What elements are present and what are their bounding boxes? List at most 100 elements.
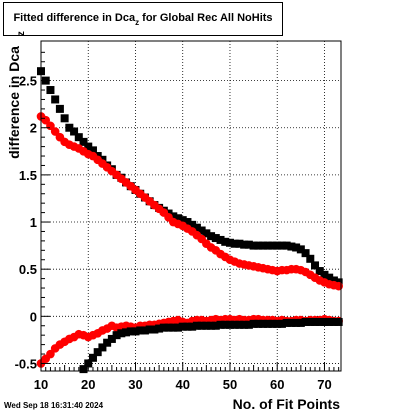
data-point [263,241,272,250]
data-point [311,317,320,326]
data-point [55,104,64,113]
data-point [74,133,83,142]
data-point [150,325,159,334]
data-point [244,320,253,329]
data-point [292,243,301,252]
data-point [273,241,282,250]
data-point [329,276,338,285]
data-point [60,114,69,123]
data-point [334,317,343,326]
data-point [155,324,164,333]
data-point [126,327,135,336]
data-point [88,353,97,362]
data-point [287,318,296,327]
data-point [306,254,315,263]
data-point [249,319,258,328]
data-point [287,242,296,251]
data-point [107,334,116,343]
data-point [188,220,197,229]
chart-title-main: Fitted difference in Dca [13,12,136,24]
data-point [296,245,305,254]
x-tick-label: 70 [317,377,331,392]
data-point [225,320,234,329]
data-point [277,319,286,328]
data-point [93,348,102,357]
data-point [277,241,286,250]
data-point [211,234,220,243]
x-tick-label: 10 [34,377,48,392]
data-point [117,329,126,338]
data-point [230,239,239,248]
y-tick-label: 2 [30,121,37,136]
data-point [254,319,263,328]
data-point [240,240,249,249]
data-point [46,86,55,95]
data-point [79,137,88,146]
data-point [140,326,149,335]
data-point [216,320,225,329]
series-0 [37,67,343,287]
data-point [216,235,225,244]
data-point [202,321,211,330]
data-point [320,317,329,326]
data-point [178,216,187,225]
data-point [164,323,173,332]
data-point [70,127,79,136]
data-point [259,319,268,328]
data-point [311,261,320,270]
data-point [178,322,187,331]
data-point [292,318,301,327]
data-point [145,325,154,334]
data-point [65,123,74,132]
data-point [301,317,310,326]
y-tick-label: 0.5 [19,262,37,277]
tick-labels: 10 20 30 40 50 60 70 -0.5 0 0.5 1 1.5 2 2.5 [15,74,332,392]
data-point [50,127,60,136]
data-point [174,214,183,223]
data-point [254,241,263,250]
data-point [46,349,55,359]
data-series [36,67,343,374]
data-point [296,318,305,327]
y-tick-label: 1 [30,215,37,230]
data-point [122,328,131,337]
chart-title-box: Fitted difference in Dcaz for Global Rec… [3,2,283,36]
data-point [103,338,112,347]
data-point [136,326,145,335]
data-point [221,237,230,246]
data-point [315,317,324,326]
y-axis-label: difference in Dcaz [4,31,27,161]
data-point [197,321,206,330]
data-point [88,146,97,155]
data-point [202,229,211,238]
data-point [263,319,272,328]
data-point [235,320,244,329]
chart-title-subscript: z [135,18,140,27]
data-point [159,323,168,332]
data-point [221,320,230,329]
data-point [207,232,216,241]
y-tick-label: 0 [30,309,37,324]
data-point [273,319,282,328]
data-point [240,320,249,329]
data-point [131,327,140,336]
data-point [325,273,334,282]
data-point [325,317,334,326]
x-axis-label: No. of Fit Points [232,396,340,412]
y-axis-label-subscript: z [16,31,27,37]
data-point [282,318,291,327]
x-tick-label: 60 [270,377,284,392]
x-tick-label: 40 [175,377,189,392]
data-point [282,241,291,250]
y-tick-label: 2.5 [19,74,37,89]
data-point [320,270,329,279]
x-tick-label: 50 [223,377,237,392]
data-point [211,321,220,330]
data-point [207,321,216,330]
data-point [169,323,178,332]
data-point [329,317,338,326]
data-point [230,320,239,329]
data-point [249,241,258,250]
data-point [169,212,178,221]
